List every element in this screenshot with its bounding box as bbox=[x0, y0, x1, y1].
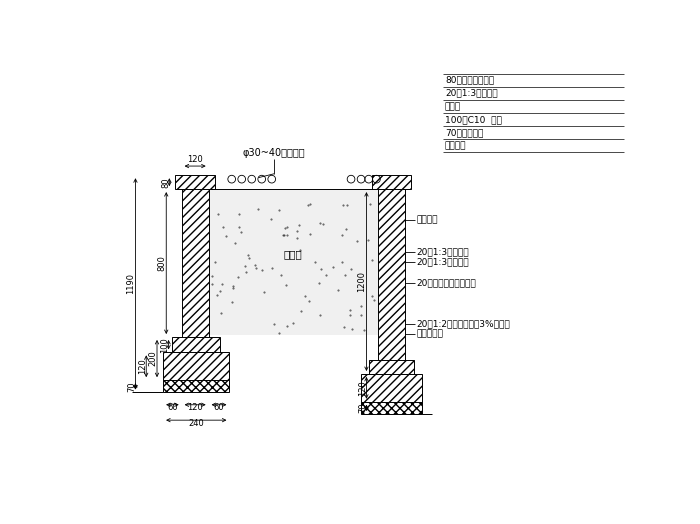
Text: φ30~40卵石嚙铺: φ30~40卵石嚙铺 bbox=[243, 148, 305, 158]
Text: 120: 120 bbox=[188, 155, 203, 163]
Text: 砖砌体: 砖砌体 bbox=[445, 102, 461, 111]
Text: 60: 60 bbox=[214, 403, 224, 412]
Bar bbox=[176, 176, 215, 189]
Text: 20厚1:3水泥砂浆: 20厚1:3水泥砂浆 bbox=[416, 248, 469, 257]
Text: 100: 100 bbox=[160, 337, 169, 353]
Bar bbox=[378, 189, 405, 360]
Text: 60: 60 bbox=[167, 403, 178, 412]
Text: 70厚碎石垫层: 70厚碎石垫层 bbox=[445, 128, 484, 137]
Text: 填粘土: 填粘土 bbox=[284, 249, 302, 259]
Text: 20厚1:3水泥砂浆: 20厚1:3水泥砂浆 bbox=[445, 89, 498, 98]
Text: 70: 70 bbox=[127, 381, 136, 391]
Text: 120: 120 bbox=[138, 358, 147, 374]
Text: 素土夯实: 素土夯实 bbox=[445, 141, 466, 150]
Text: 200: 200 bbox=[148, 351, 158, 366]
Text: 800: 800 bbox=[157, 255, 166, 271]
Text: 240: 240 bbox=[188, 419, 204, 428]
Bar bbox=[172, 337, 220, 353]
Bar bbox=[361, 374, 422, 402]
Text: 70: 70 bbox=[358, 402, 367, 413]
Text: 80厚五莲花花岗岩: 80厚五莲花花岗岩 bbox=[445, 75, 494, 85]
Text: 原墙青麻面: 原墙青麻面 bbox=[416, 330, 443, 339]
Text: 100厚C10  垫层: 100厚C10 垫层 bbox=[445, 115, 502, 124]
Bar bbox=[163, 353, 230, 380]
Text: 1200: 1200 bbox=[357, 271, 366, 292]
Text: 1190: 1190 bbox=[126, 274, 135, 294]
Bar bbox=[372, 176, 411, 189]
Bar bbox=[163, 380, 230, 392]
Text: 120: 120 bbox=[188, 403, 203, 412]
Bar bbox=[209, 189, 378, 335]
Text: 面防水层: 面防水层 bbox=[416, 215, 438, 224]
Bar bbox=[182, 189, 209, 337]
Text: 80: 80 bbox=[161, 177, 170, 188]
Text: 20厚五莲花花岗岩贴面: 20厚五莲花花岗岩贴面 bbox=[416, 279, 476, 288]
Bar bbox=[369, 360, 414, 374]
Text: 20厚1:2水泥砂浆内渗3%防水粉: 20厚1:2水泥砂浆内渗3%防水粉 bbox=[416, 320, 510, 329]
Bar bbox=[361, 402, 422, 414]
Text: 120: 120 bbox=[358, 380, 367, 396]
Text: 20厚1:3水泥砂浆: 20厚1:3水泥砂浆 bbox=[416, 258, 469, 267]
